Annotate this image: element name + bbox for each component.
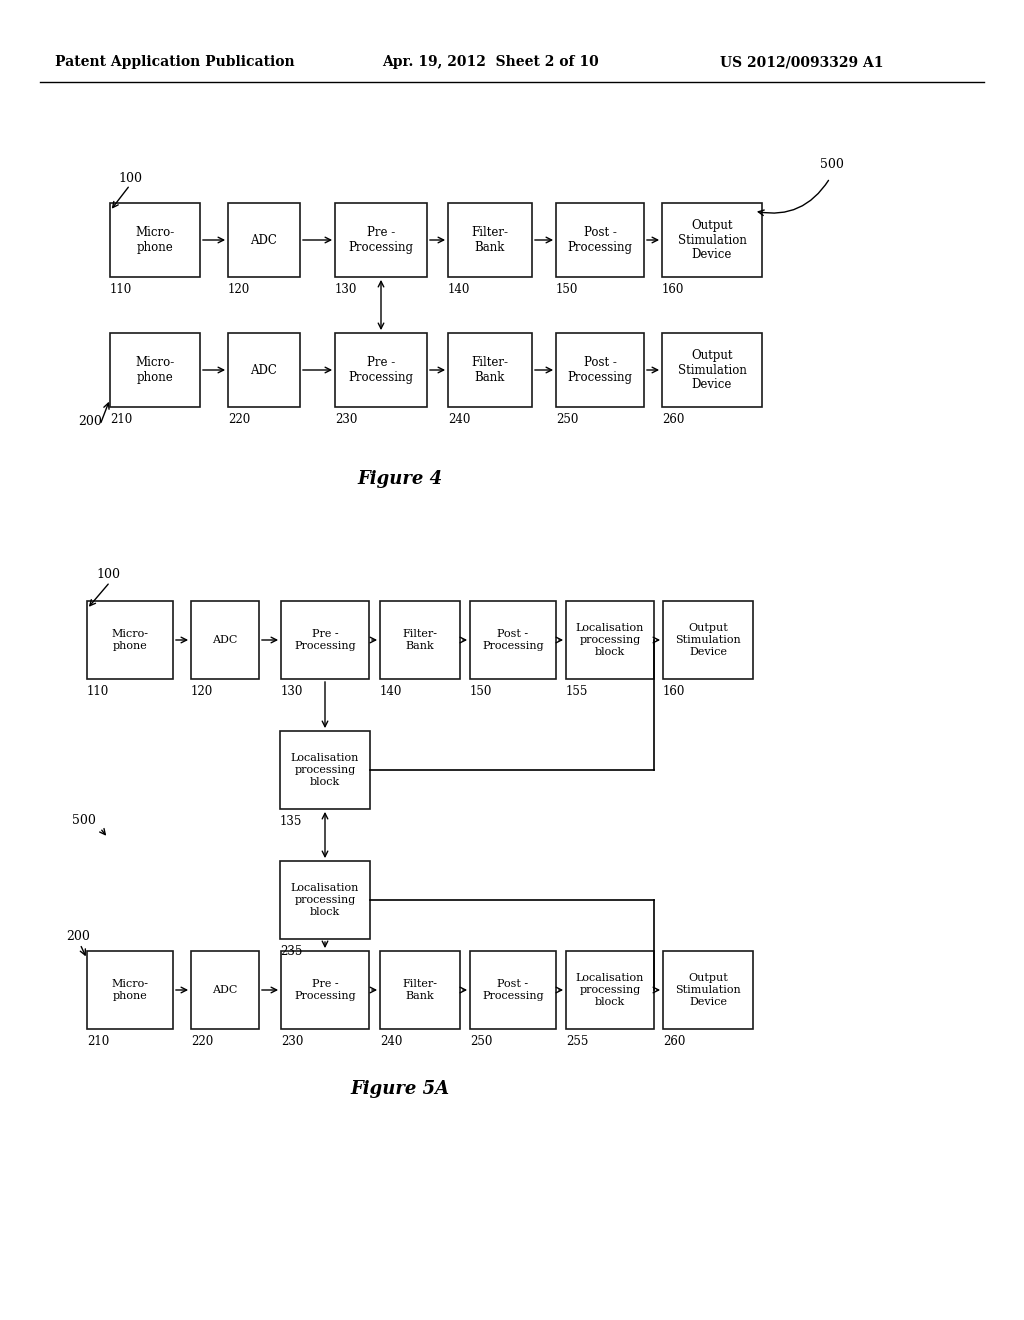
Bar bbox=[335, 203, 427, 277]
Text: 140: 140 bbox=[449, 282, 470, 296]
Text: ADC: ADC bbox=[251, 234, 278, 247]
Text: 100: 100 bbox=[96, 568, 120, 581]
Text: Pre -
Processing: Pre - Processing bbox=[294, 979, 355, 1001]
Text: Localisation
processing
block: Localisation processing block bbox=[291, 754, 359, 787]
Text: 160: 160 bbox=[662, 282, 684, 296]
Bar bbox=[556, 203, 644, 277]
Bar bbox=[228, 333, 300, 407]
Bar bbox=[228, 203, 300, 277]
Text: 100: 100 bbox=[118, 172, 142, 185]
Text: 255: 255 bbox=[566, 1035, 589, 1048]
Text: 260: 260 bbox=[662, 413, 684, 426]
Bar bbox=[87, 601, 173, 678]
Bar bbox=[566, 950, 654, 1030]
Text: 140: 140 bbox=[380, 685, 402, 698]
Text: Post -
Processing: Post - Processing bbox=[567, 226, 633, 253]
Bar bbox=[663, 950, 753, 1030]
Text: 155: 155 bbox=[566, 685, 589, 698]
Text: Figure 5A: Figure 5A bbox=[350, 1080, 450, 1098]
Bar bbox=[110, 203, 200, 277]
Bar bbox=[191, 950, 259, 1030]
Text: Localisation
processing
block: Localisation processing block bbox=[575, 623, 644, 656]
Text: 120: 120 bbox=[228, 282, 250, 296]
Text: 200: 200 bbox=[66, 931, 90, 942]
Text: Filter-
Bank: Filter- Bank bbox=[471, 226, 509, 253]
Bar bbox=[335, 333, 427, 407]
Bar bbox=[280, 861, 370, 939]
Text: 500: 500 bbox=[72, 813, 96, 826]
Text: 250: 250 bbox=[470, 1035, 493, 1048]
Text: 210: 210 bbox=[110, 413, 132, 426]
Text: ADC: ADC bbox=[251, 363, 278, 376]
Text: ADC: ADC bbox=[212, 635, 238, 645]
Text: Output
Stimulation
Device: Output Stimulation Device bbox=[678, 219, 746, 261]
Bar bbox=[662, 203, 762, 277]
Text: 220: 220 bbox=[191, 1035, 213, 1048]
Bar bbox=[87, 950, 173, 1030]
Text: Output
Stimulation
Device: Output Stimulation Device bbox=[675, 973, 741, 1007]
Text: 110: 110 bbox=[110, 282, 132, 296]
Text: 130: 130 bbox=[335, 282, 357, 296]
Bar bbox=[663, 601, 753, 678]
Text: Post -
Processing: Post - Processing bbox=[567, 356, 633, 384]
Text: 500: 500 bbox=[820, 158, 844, 172]
Text: Pre -
Processing: Pre - Processing bbox=[294, 630, 355, 651]
Text: Pre -
Processing: Pre - Processing bbox=[348, 356, 414, 384]
Text: Micro-
phone: Micro- phone bbox=[135, 356, 175, 384]
Text: 240: 240 bbox=[449, 413, 470, 426]
Bar bbox=[380, 601, 460, 678]
Text: 210: 210 bbox=[87, 1035, 110, 1048]
Bar bbox=[556, 333, 644, 407]
Text: Micro-
phone: Micro- phone bbox=[112, 979, 148, 1001]
Bar bbox=[566, 601, 654, 678]
Text: Post -
Processing: Post - Processing bbox=[482, 979, 544, 1001]
Bar bbox=[470, 950, 556, 1030]
Text: 130: 130 bbox=[281, 685, 303, 698]
Bar bbox=[449, 333, 532, 407]
Text: Localisation
processing
block: Localisation processing block bbox=[291, 883, 359, 916]
Text: Apr. 19, 2012  Sheet 2 of 10: Apr. 19, 2012 Sheet 2 of 10 bbox=[382, 55, 599, 69]
Text: 200: 200 bbox=[78, 414, 101, 428]
Text: Filter-
Bank: Filter- Bank bbox=[402, 979, 437, 1001]
Text: Patent Application Publication: Patent Application Publication bbox=[55, 55, 295, 69]
Text: Figure 4: Figure 4 bbox=[357, 470, 442, 488]
Text: 150: 150 bbox=[470, 685, 493, 698]
Bar bbox=[280, 731, 370, 809]
Text: 120: 120 bbox=[191, 685, 213, 698]
Text: 135: 135 bbox=[280, 814, 302, 828]
Bar bbox=[380, 950, 460, 1030]
Text: Filter-
Bank: Filter- Bank bbox=[471, 356, 509, 384]
Text: Pre -
Processing: Pre - Processing bbox=[348, 226, 414, 253]
Text: Output
Stimulation
Device: Output Stimulation Device bbox=[675, 623, 741, 656]
Text: Localisation
processing
block: Localisation processing block bbox=[575, 973, 644, 1007]
Text: Micro-
phone: Micro- phone bbox=[135, 226, 175, 253]
Text: 240: 240 bbox=[380, 1035, 402, 1048]
Bar bbox=[191, 601, 259, 678]
Text: 110: 110 bbox=[87, 685, 110, 698]
Text: Micro-
phone: Micro- phone bbox=[112, 630, 148, 651]
Bar bbox=[470, 601, 556, 678]
Text: Filter-
Bank: Filter- Bank bbox=[402, 630, 437, 651]
Text: Output
Stimulation
Device: Output Stimulation Device bbox=[678, 348, 746, 392]
Text: 220: 220 bbox=[228, 413, 250, 426]
Text: 235: 235 bbox=[280, 945, 302, 958]
Bar bbox=[662, 333, 762, 407]
Bar bbox=[449, 203, 532, 277]
Text: 160: 160 bbox=[663, 685, 685, 698]
Text: 150: 150 bbox=[556, 282, 579, 296]
Text: 230: 230 bbox=[335, 413, 357, 426]
Text: 260: 260 bbox=[663, 1035, 685, 1048]
Bar bbox=[281, 601, 369, 678]
Text: ADC: ADC bbox=[212, 985, 238, 995]
Text: 230: 230 bbox=[281, 1035, 303, 1048]
Text: Post -
Processing: Post - Processing bbox=[482, 630, 544, 651]
Text: US 2012/0093329 A1: US 2012/0093329 A1 bbox=[720, 55, 884, 69]
Bar bbox=[281, 950, 369, 1030]
Text: 250: 250 bbox=[556, 413, 579, 426]
Bar bbox=[110, 333, 200, 407]
